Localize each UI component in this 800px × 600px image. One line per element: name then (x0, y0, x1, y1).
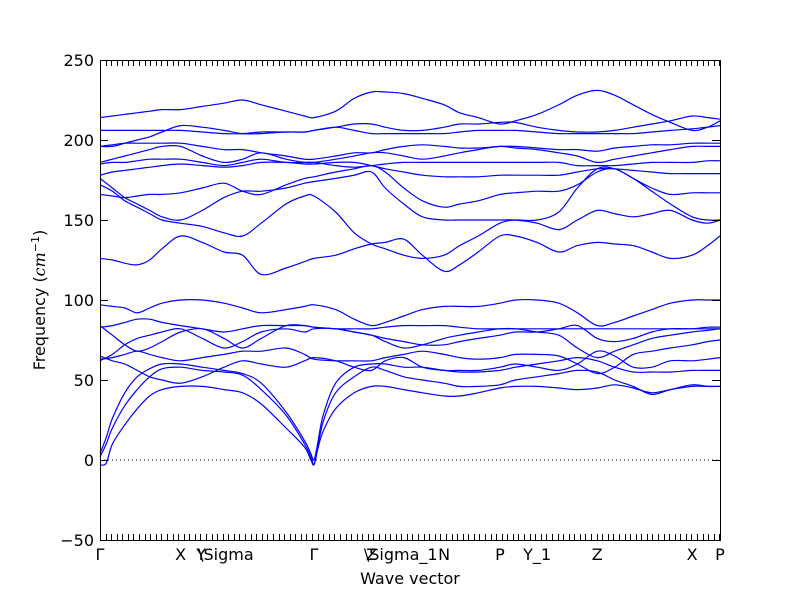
x-tick-label: Z (366, 545, 377, 564)
band-9 (99, 299, 720, 327)
x-tick-label: \Sigma (198, 545, 254, 564)
band-17 (99, 142, 720, 161)
y-tick-label: 0 (84, 451, 94, 470)
y-tick-label: 200 (63, 131, 94, 150)
x-tick-label: N (438, 545, 450, 564)
band-19 (99, 115, 721, 148)
band-5 (99, 339, 721, 375)
band-12 (99, 170, 721, 231)
x-axis-title: Wave vector (360, 569, 460, 588)
band-2 (99, 366, 721, 466)
band-18 (100, 125, 721, 135)
phonon-bands (99, 89, 721, 466)
y-tick-label: 250 (63, 51, 94, 70)
x-tick-label: X (175, 545, 186, 564)
y-axis-title-suffix: ) (30, 230, 49, 236)
x-tick-labels: Γ X Y\Sigma Γ Z\Sigma_1 N P Y_1 Z X P (96, 545, 726, 565)
band-4 (99, 350, 721, 384)
x-tick-label: Y (195, 545, 206, 564)
y-tick-label: 150 (63, 211, 94, 230)
y-tick-label: 100 (63, 291, 94, 310)
band-8 (99, 318, 721, 333)
plot-frame (100, 60, 721, 541)
y-axis-title-exponent: −1 (29, 236, 42, 252)
band-1 (99, 384, 720, 466)
x-tick-label: \Sigma_1 (364, 545, 438, 565)
band-20 (99, 89, 721, 132)
y-axis-title-unit: cm (30, 252, 49, 276)
band-7 (99, 327, 721, 362)
x-tick-label: P (495, 545, 505, 564)
x-tick-label: Z (592, 545, 603, 564)
x-tick-label: P (715, 545, 725, 564)
band-14 (99, 161, 720, 178)
band-3 (99, 356, 720, 461)
x-tick-label: Y_1 (522, 545, 551, 565)
y-tick-labels: −50 0 50 100 150 200 250 (60, 51, 94, 550)
y-tick-label: 50 (74, 371, 94, 390)
x-tick-label: X (687, 545, 698, 564)
axis-ticks (100, 60, 720, 541)
band-10 (99, 233, 721, 276)
x-tick-label: Γ (96, 545, 105, 564)
y-axis-title-prefix: Frequency ( (30, 276, 49, 370)
band-15 (99, 158, 721, 168)
x-tick-label: Γ (309, 545, 318, 564)
band-16 (99, 144, 720, 164)
band-13 (99, 164, 720, 208)
y-axis-title: Frequency (cm−1) (29, 230, 49, 371)
y-tick-label: −50 (60, 531, 94, 550)
band-6 (99, 323, 721, 352)
